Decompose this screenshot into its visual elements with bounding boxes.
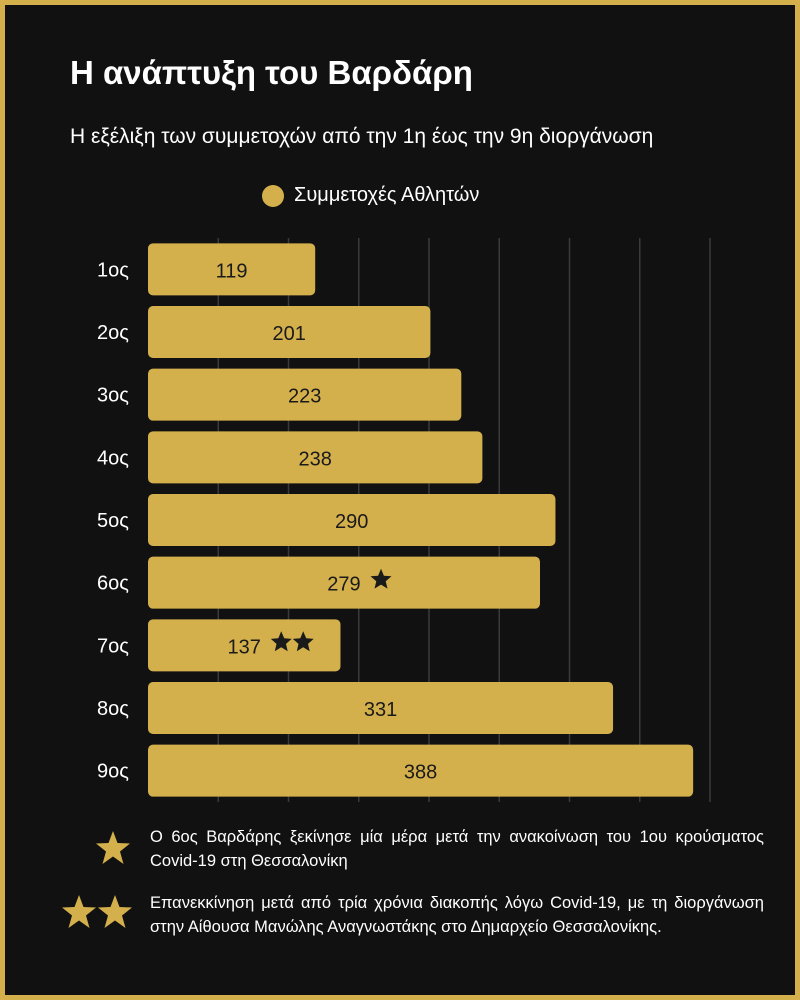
bar xyxy=(148,556,540,609)
value-label: 238 xyxy=(299,448,332,470)
footnote-covid-start: Ο 6ος Βαρδάρης ξεκίνησε μία μέρα μετά τη… xyxy=(150,828,764,870)
bar-marker-star xyxy=(270,631,292,652)
bar-marker-star xyxy=(370,568,392,589)
category-label: 5ος xyxy=(97,510,129,532)
legend-swatch xyxy=(262,184,284,207)
value-label: 279 xyxy=(327,574,360,596)
category-label: 3ος xyxy=(97,385,129,407)
value-label: 201 xyxy=(273,323,306,345)
category-label: 4ος xyxy=(97,447,129,469)
double-star-icon xyxy=(62,895,132,928)
bar xyxy=(148,431,483,484)
bar-marker-star xyxy=(292,631,314,652)
bar xyxy=(148,368,462,421)
category-label: 7ος xyxy=(97,635,129,657)
bar xyxy=(148,306,431,358)
value-label: 290 xyxy=(335,511,368,533)
bar xyxy=(148,619,341,672)
category-label: 8ος xyxy=(97,698,129,720)
footnote-covid-restart: Επανεκκίνηση μετά από τρία χρόνια διακοπ… xyxy=(150,894,764,936)
category-label: 9ος xyxy=(97,761,129,783)
chart-legend: Συμμετοχές Αθλητών xyxy=(262,184,479,207)
value-label: 137 xyxy=(228,636,261,658)
value-label: 223 xyxy=(288,386,321,408)
category-label: 6ος xyxy=(97,573,129,595)
value-label: 119 xyxy=(216,260,248,282)
legend-label: Συμμετοχές Αθλητών xyxy=(294,184,480,206)
bar xyxy=(148,682,614,734)
bar xyxy=(148,494,556,546)
value-label: 331 xyxy=(364,699,397,721)
single-star-icon xyxy=(96,831,130,864)
category-label: 2ος xyxy=(97,322,129,344)
category-label: 1ος xyxy=(97,259,129,281)
bar xyxy=(148,243,316,296)
page-title: Η ανάπτυξη του Βαρδάρη xyxy=(70,54,473,91)
bar xyxy=(148,744,694,797)
value-label: 388 xyxy=(404,762,437,784)
page-subtitle: Η εξέλιξη των συμμετοχών από την 1η έως … xyxy=(70,125,654,148)
